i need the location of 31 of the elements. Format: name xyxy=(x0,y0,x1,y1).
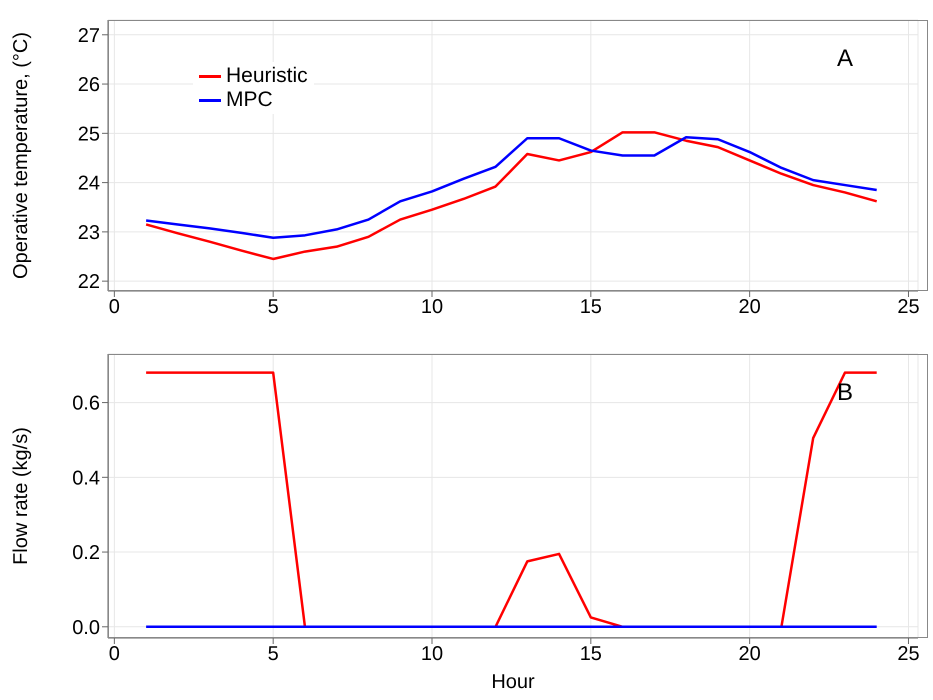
x-tick-label: 5 xyxy=(268,296,279,318)
y-tick-label: 22 xyxy=(78,271,100,294)
y-tick-label: 0.0 xyxy=(72,616,100,639)
y-tick-label: 0.2 xyxy=(72,542,100,564)
y-tick-label: 24 xyxy=(78,172,100,195)
x-axis-title: Hour xyxy=(491,671,536,693)
y-tick-label: 26 xyxy=(78,74,100,96)
x-tick-label: 15 xyxy=(580,643,602,666)
annotation: A xyxy=(836,45,853,73)
legend-label: MPC xyxy=(226,88,273,112)
x-tick-label: 20 xyxy=(738,643,761,666)
annotation: B xyxy=(836,379,853,407)
x-tick-label: 25 xyxy=(897,643,920,666)
x-tick-label: 15 xyxy=(580,296,602,318)
x-tick-label: 5 xyxy=(268,643,279,666)
y-tick-label: 0.6 xyxy=(72,392,100,415)
x-tick-label: 20 xyxy=(738,296,761,318)
x-tick-label: 0 xyxy=(108,643,120,666)
x-tick-label: 10 xyxy=(420,296,444,318)
x-tick-label: 25 xyxy=(897,296,920,318)
line-series xyxy=(144,131,878,260)
y-tick-label: 0.4 xyxy=(72,467,100,490)
y-axis-title: Operative temperature, (°C) xyxy=(10,32,32,279)
line-series xyxy=(144,136,878,240)
y-tick-label: 25 xyxy=(78,123,100,146)
y-axis-title: Flow rate (kg/s) xyxy=(10,427,32,565)
y-tick-label: 27 xyxy=(78,24,100,47)
y-tick-label: 23 xyxy=(78,222,100,244)
legend-label: Heuristic xyxy=(226,64,308,88)
x-tick-label: 10 xyxy=(420,643,444,666)
x-tick-label: 0 xyxy=(108,296,120,318)
